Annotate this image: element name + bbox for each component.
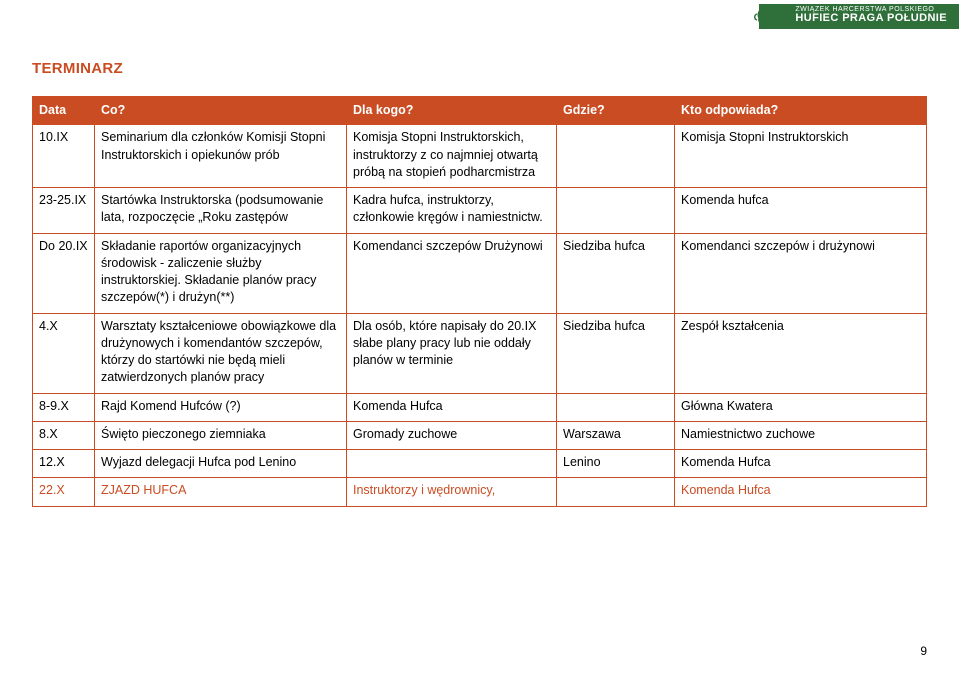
cell-who: Instruktorzy i wędrownicy, [347, 478, 557, 506]
cell-who: Komenda Hufca [347, 393, 557, 421]
cell-resp: Namiestnictwo zuchowe [675, 421, 927, 449]
cell-who: Gromady zuchowe [347, 421, 557, 449]
cell-where [557, 393, 675, 421]
table-row: 4.XWarsztaty kształceniowe obowiązkowe d… [33, 313, 927, 393]
cell-resp: Zespół kształcenia [675, 313, 927, 393]
col-what: Co? [95, 97, 347, 125]
cell-who: Kadra hufca, instruktorzy, członkowie kr… [347, 188, 557, 234]
cell-what: ZJAZD HUFCA [95, 478, 347, 506]
cell-where [557, 188, 675, 234]
cell-date: 12.X [33, 450, 95, 478]
table-row: 10.IXSeminarium dla członków Komisji Sto… [33, 125, 927, 188]
cell-resp: Komendanci szczepów i drużynowi [675, 233, 927, 313]
col-where: Gdzie? [557, 97, 675, 125]
cell-who [347, 450, 557, 478]
cell-date: 8.X [33, 421, 95, 449]
cell-resp: Komisja Stopni Instruktorskich [675, 125, 927, 188]
cell-resp: Komenda Hufca [675, 450, 927, 478]
table-row: 12.XWyjazd delegacji Hufca pod Lenino Len… [33, 450, 927, 478]
cell-where [557, 125, 675, 188]
cell-what: Święto pieczonego ziemniaka [95, 421, 347, 449]
cell-date: 4.X [33, 313, 95, 393]
table-row: 8-9.XRajd Komend Hufców (?)Komenda Hufca… [33, 393, 927, 421]
col-who: Dla kogo? [347, 97, 557, 125]
cell-resp: Komenda Hufca [675, 478, 927, 506]
cell-where: Warszawa [557, 421, 675, 449]
cell-what: Seminarium dla członków Komisji Stopni I… [95, 125, 347, 188]
cell-where: Lenino [557, 450, 675, 478]
col-date: Data [33, 97, 95, 125]
cell-what: Składanie raportów organizacyjnych środo… [95, 233, 347, 313]
cell-what: Rajd Komend Hufców (?) [95, 393, 347, 421]
cell-date: 8-9.X [33, 393, 95, 421]
table-row: 8.XŚwięto pieczonego ziemniakaGromady zu… [33, 421, 927, 449]
cell-where: Siedziba hufca [557, 233, 675, 313]
header: ZWIĄZEK HARCERSTWA POLSKIEGO HUFIEC PRAG… [0, 0, 959, 32]
cell-resp: Główna Kwatera [675, 393, 927, 421]
table-row: Do 20.IXSkładanie raportów organizacyjny… [33, 233, 927, 313]
brand-big-line: HUFIEC PRAGA POŁUDNIE [795, 13, 947, 25]
table-row: 23-25.IXStartówka Instruktorska (podsumo… [33, 188, 927, 234]
cell-where: Siedziba hufca [557, 313, 675, 393]
cell-who: Komendanci szczepów Drużynowi [347, 233, 557, 313]
cell-date: Do 20.IX [33, 233, 95, 313]
page-title: TERMINARZ [32, 60, 123, 77]
cell-who: Dla osób, które napisały do 20.IX słabe … [347, 313, 557, 393]
cell-date: 22.X [33, 478, 95, 506]
cell-what: Warsztaty kształceniowe obowiązkowe dla … [95, 313, 347, 393]
scout-lily-icon [751, 4, 775, 28]
page-number: 9 [920, 644, 927, 658]
cell-date: 23-25.IX [33, 188, 95, 234]
cell-date: 10.IX [33, 125, 95, 188]
col-resp: Kto odpowiada? [675, 97, 927, 125]
cell-where [557, 478, 675, 506]
schedule-table: Data Co? Dla kogo? Gdzie? Kto odpowiada?… [32, 96, 927, 507]
table-header-row: Data Co? Dla kogo? Gdzie? Kto odpowiada? [33, 97, 927, 125]
table-row: 22.XZJAZD HUFCAInstruktorzy i wędrownicy… [33, 478, 927, 506]
cell-what: Wyjazd delegacji Hufca pod Lenino [95, 450, 347, 478]
cell-resp: Komenda hufca [675, 188, 927, 234]
cell-who: Komisja Stopni Instruktorskich, instrukt… [347, 125, 557, 188]
brand-strip: ZWIĄZEK HARCERSTWA POLSKIEGO HUFIEC PRAG… [759, 4, 959, 29]
cell-what: Startówka Instruktorska (podsumowanie la… [95, 188, 347, 234]
